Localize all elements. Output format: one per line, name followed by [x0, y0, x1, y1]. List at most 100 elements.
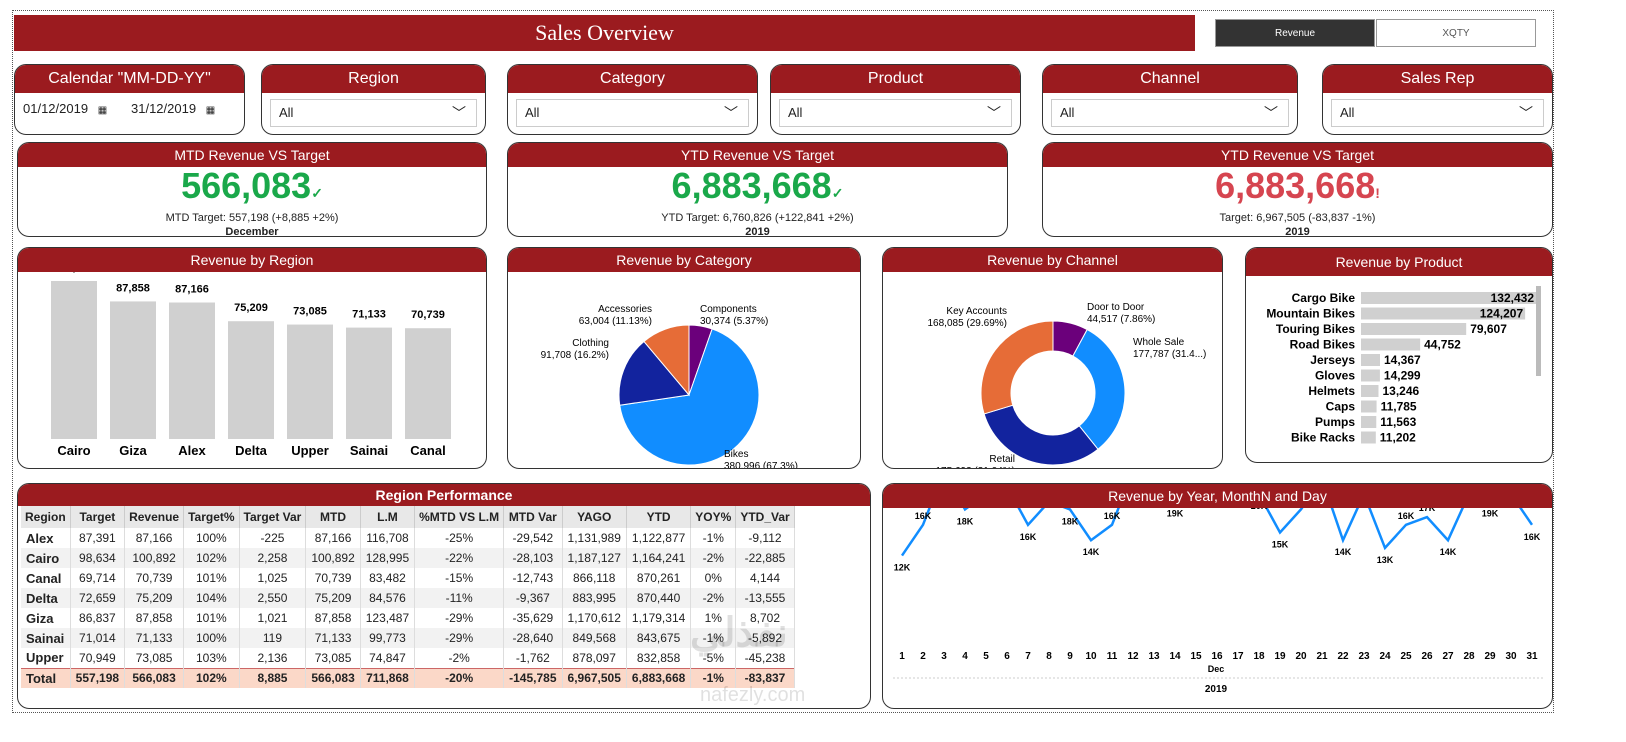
category-dropdown[interactable]: All ﹀: [516, 99, 749, 127]
x-tick-label: 30: [1505, 651, 1517, 662]
table-cell: -28,640: [503, 628, 563, 648]
table-cell: -20%: [414, 667, 505, 688]
x-tick-label: 2: [920, 651, 926, 662]
kpi-period: 2019: [745, 226, 770, 237]
x-tick-label: 29: [1484, 651, 1496, 662]
table-cell: 1,170,612: [562, 608, 627, 628]
channel-dropdown[interactable]: All ﹀: [1051, 99, 1289, 127]
scrollbar[interactable]: [1536, 286, 1541, 376]
data-label: 16K: [1104, 511, 1121, 521]
kpi-value-number: 566,083: [181, 165, 312, 206]
start-date-input[interactable]: 01/12/2019 ▦: [19, 101, 119, 116]
category-label: Upper: [291, 443, 329, 458]
table-cell: 100%: [183, 528, 240, 548]
chart-title: Revenue by Product: [1246, 248, 1552, 276]
x-tick-label: 20: [1295, 651, 1307, 662]
table-cell: 128,995: [360, 548, 416, 568]
column-header[interactable]: MTD Var: [503, 506, 563, 528]
x-tick-label: 23: [1358, 651, 1370, 662]
channel-slicer-title: Channel: [1043, 65, 1297, 93]
table-cell: -25%: [414, 528, 505, 548]
xqty-toggle-button[interactable]: XQTY: [1376, 19, 1536, 47]
bar-data-label: 11,785: [1381, 400, 1417, 414]
table-cell: 75,209: [124, 588, 185, 608]
table-cell: 843,675: [626, 628, 692, 648]
data-label: 16K: [1398, 511, 1415, 521]
table-cell: 1%: [690, 608, 737, 628]
kpi-target: Target: 6,967,505 (-83,837 -1%): [1219, 212, 1376, 224]
table-cell: -2%: [414, 648, 505, 668]
table-cell: -12,743: [503, 568, 563, 588]
end-date-input[interactable]: 31/12/2019 ▦: [127, 101, 227, 116]
table-cell: -15%: [414, 568, 505, 588]
page-title: Sales Overview: [14, 15, 1195, 51]
column-header[interactable]: YTD: [626, 506, 692, 528]
table-row: Delta 72,659 75,209 104% 2,550 75,209 84,576 -1…: [21, 588, 795, 608]
column-header[interactable]: YAGO: [562, 506, 627, 528]
slice-name-label: Bikes: [724, 449, 748, 460]
x-tick-label: 25: [1400, 651, 1412, 662]
column-header[interactable]: Target Var: [239, 506, 307, 528]
calendar-icon[interactable]: ▦: [205, 105, 216, 116]
revenue-by-category-card: Revenue by Category Components 30,374 (5.3…: [507, 247, 861, 469]
x-tick-label: 10: [1085, 651, 1097, 662]
x-tick-label: 1: [899, 651, 905, 662]
x-tick-label: 3: [941, 651, 947, 662]
x-tick-label: 26: [1421, 651, 1433, 662]
revenue-by-region-chart: 100,892 Cairo 87,858 Giza 87,166 Alex 75,209 De…: [51, 262, 451, 458]
table-cell: 70,949: [70, 648, 126, 668]
column-header[interactable]: L.M: [360, 506, 416, 528]
table-cell: 2,258: [239, 548, 307, 568]
table-cell: -29%: [414, 628, 505, 648]
column-header[interactable]: YOY%: [690, 506, 737, 528]
column-header[interactable]: Region: [21, 506, 71, 528]
product-dropdown[interactable]: All ﹀: [779, 99, 1012, 127]
table-cell: 83,482: [360, 568, 416, 588]
region-dropdown[interactable]: All ﹀: [270, 99, 477, 127]
revenue-by-day-chart: 12K116K223K318K420K521K616K719K818K914K1…: [893, 484, 1543, 695]
table-cell: -1%: [690, 528, 737, 548]
revenue-by-day-card: Revenue by Year, MonthN and Day12K116K22…: [882, 483, 1553, 709]
table-title: Region Performance: [18, 484, 870, 506]
data-label: 20K: [1251, 508, 1268, 511]
table-cell: 72,659: [70, 588, 126, 608]
column-header[interactable]: %MTD VS L.M: [414, 506, 505, 528]
product-label: Cargo Bike: [1292, 291, 1356, 305]
table-cell: -5%: [690, 648, 737, 668]
column-header[interactable]: MTD: [305, 506, 361, 528]
revenue-by-product-chart: Cargo Bike 132,432 Mountain Bikes 124,207 To…: [1266, 286, 1541, 445]
calendar-icon[interactable]: ▦: [97, 105, 108, 116]
category-label: Alex: [178, 443, 206, 458]
table-cell: 116,708: [360, 528, 416, 548]
calendar-slicer: Calendar "MM-DD-YY" 01/12/2019 ▦ 31/12/20…: [14, 64, 245, 135]
region-bar: [51, 281, 97, 439]
table-cell: -45,238: [735, 648, 795, 668]
table-cell: -9,112: [735, 528, 795, 548]
table-cell: 87,166: [305, 528, 361, 548]
region-slicer-title: Region: [262, 65, 485, 93]
column-header[interactable]: Target: [70, 506, 126, 528]
kpi-value: 6,883,668!: [1043, 167, 1552, 212]
kpi-target: MTD Target: 557,198 (+8,885 +2%): [165, 212, 339, 224]
slice-name-label: Components: [700, 304, 757, 315]
table-cell: 6,967,505: [562, 667, 627, 688]
slice-value-label: 63,004 (11.13%): [579, 316, 652, 327]
kpi-value-number: 6,883,668: [1215, 165, 1376, 206]
revenue-toggle-button[interactable]: Revenue: [1215, 19, 1375, 47]
product-slicer: Product All ﹀: [770, 64, 1021, 135]
table-cell: 6,883,668: [626, 667, 692, 688]
table-cell: -35,629: [503, 608, 563, 628]
table-cell: -5,892: [735, 628, 795, 648]
column-header[interactable]: YTD_Var: [735, 506, 795, 528]
column-header[interactable]: Revenue: [124, 506, 185, 528]
table-cell: 87,858: [124, 608, 185, 628]
product-label: Mountain Bikes: [1266, 307, 1355, 321]
warning-icon: !: [1375, 185, 1380, 201]
table-cell: Upper: [21, 648, 71, 668]
salesrep-dropdown[interactable]: All ﹀: [1331, 99, 1544, 127]
x-tick-label: 4: [962, 651, 968, 662]
table-cell: 557,198: [70, 667, 126, 688]
kpi-mtd-revenue: MTD Revenue VS Target 566,083✓ MTD Target:…: [17, 142, 487, 237]
column-header[interactable]: Target%: [183, 506, 240, 528]
